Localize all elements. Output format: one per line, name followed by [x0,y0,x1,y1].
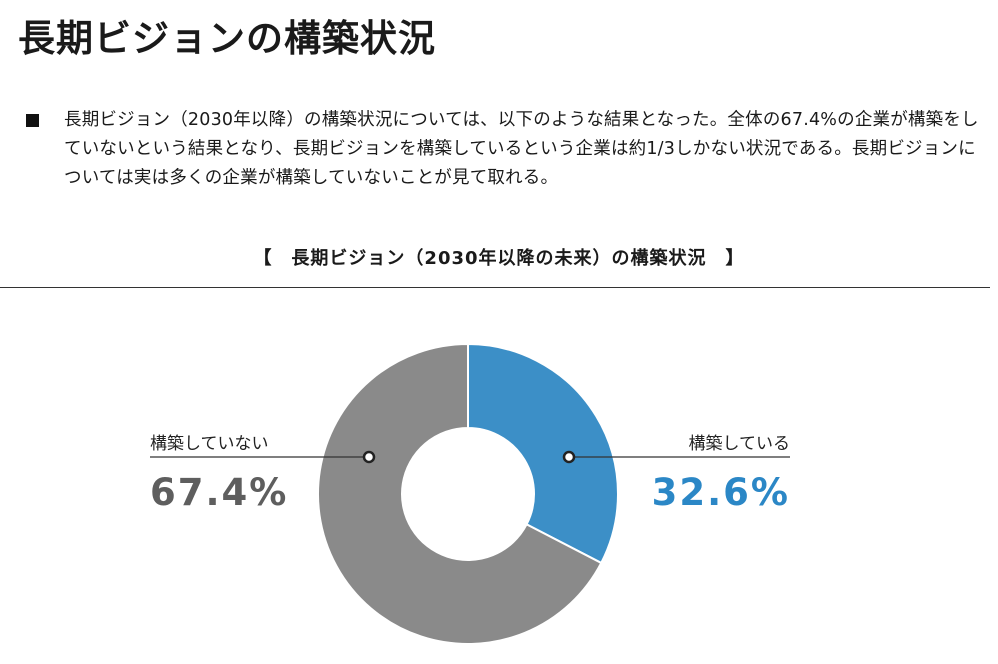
chart-title: 【 長期ビジョン（2030年以降の未来）の構築状況 】 [253,248,745,269]
donut-chart: 構築している 32.6% 構築していない 67.4% [150,342,791,645]
callout-dot-0 [562,450,576,464]
donut-slice-1 [317,342,603,645]
donut-slice-0 [467,342,619,565]
slice-label-1: 構築していない [150,434,269,454]
page-title: 長期ビジョンの構築状況 [18,17,436,60]
callout-dot-1 [362,450,376,464]
summary-text: 長期ビジョン（2030年以降）の構築状況については、以下のような結果となった。全… [64,110,979,188]
divider-line [0,287,990,288]
slice-value-0: 32.6% [652,471,790,514]
bullet-marker [26,114,39,127]
slice-value-1: 67.4% [150,471,288,514]
slice-label-0: 構築している [689,434,791,454]
